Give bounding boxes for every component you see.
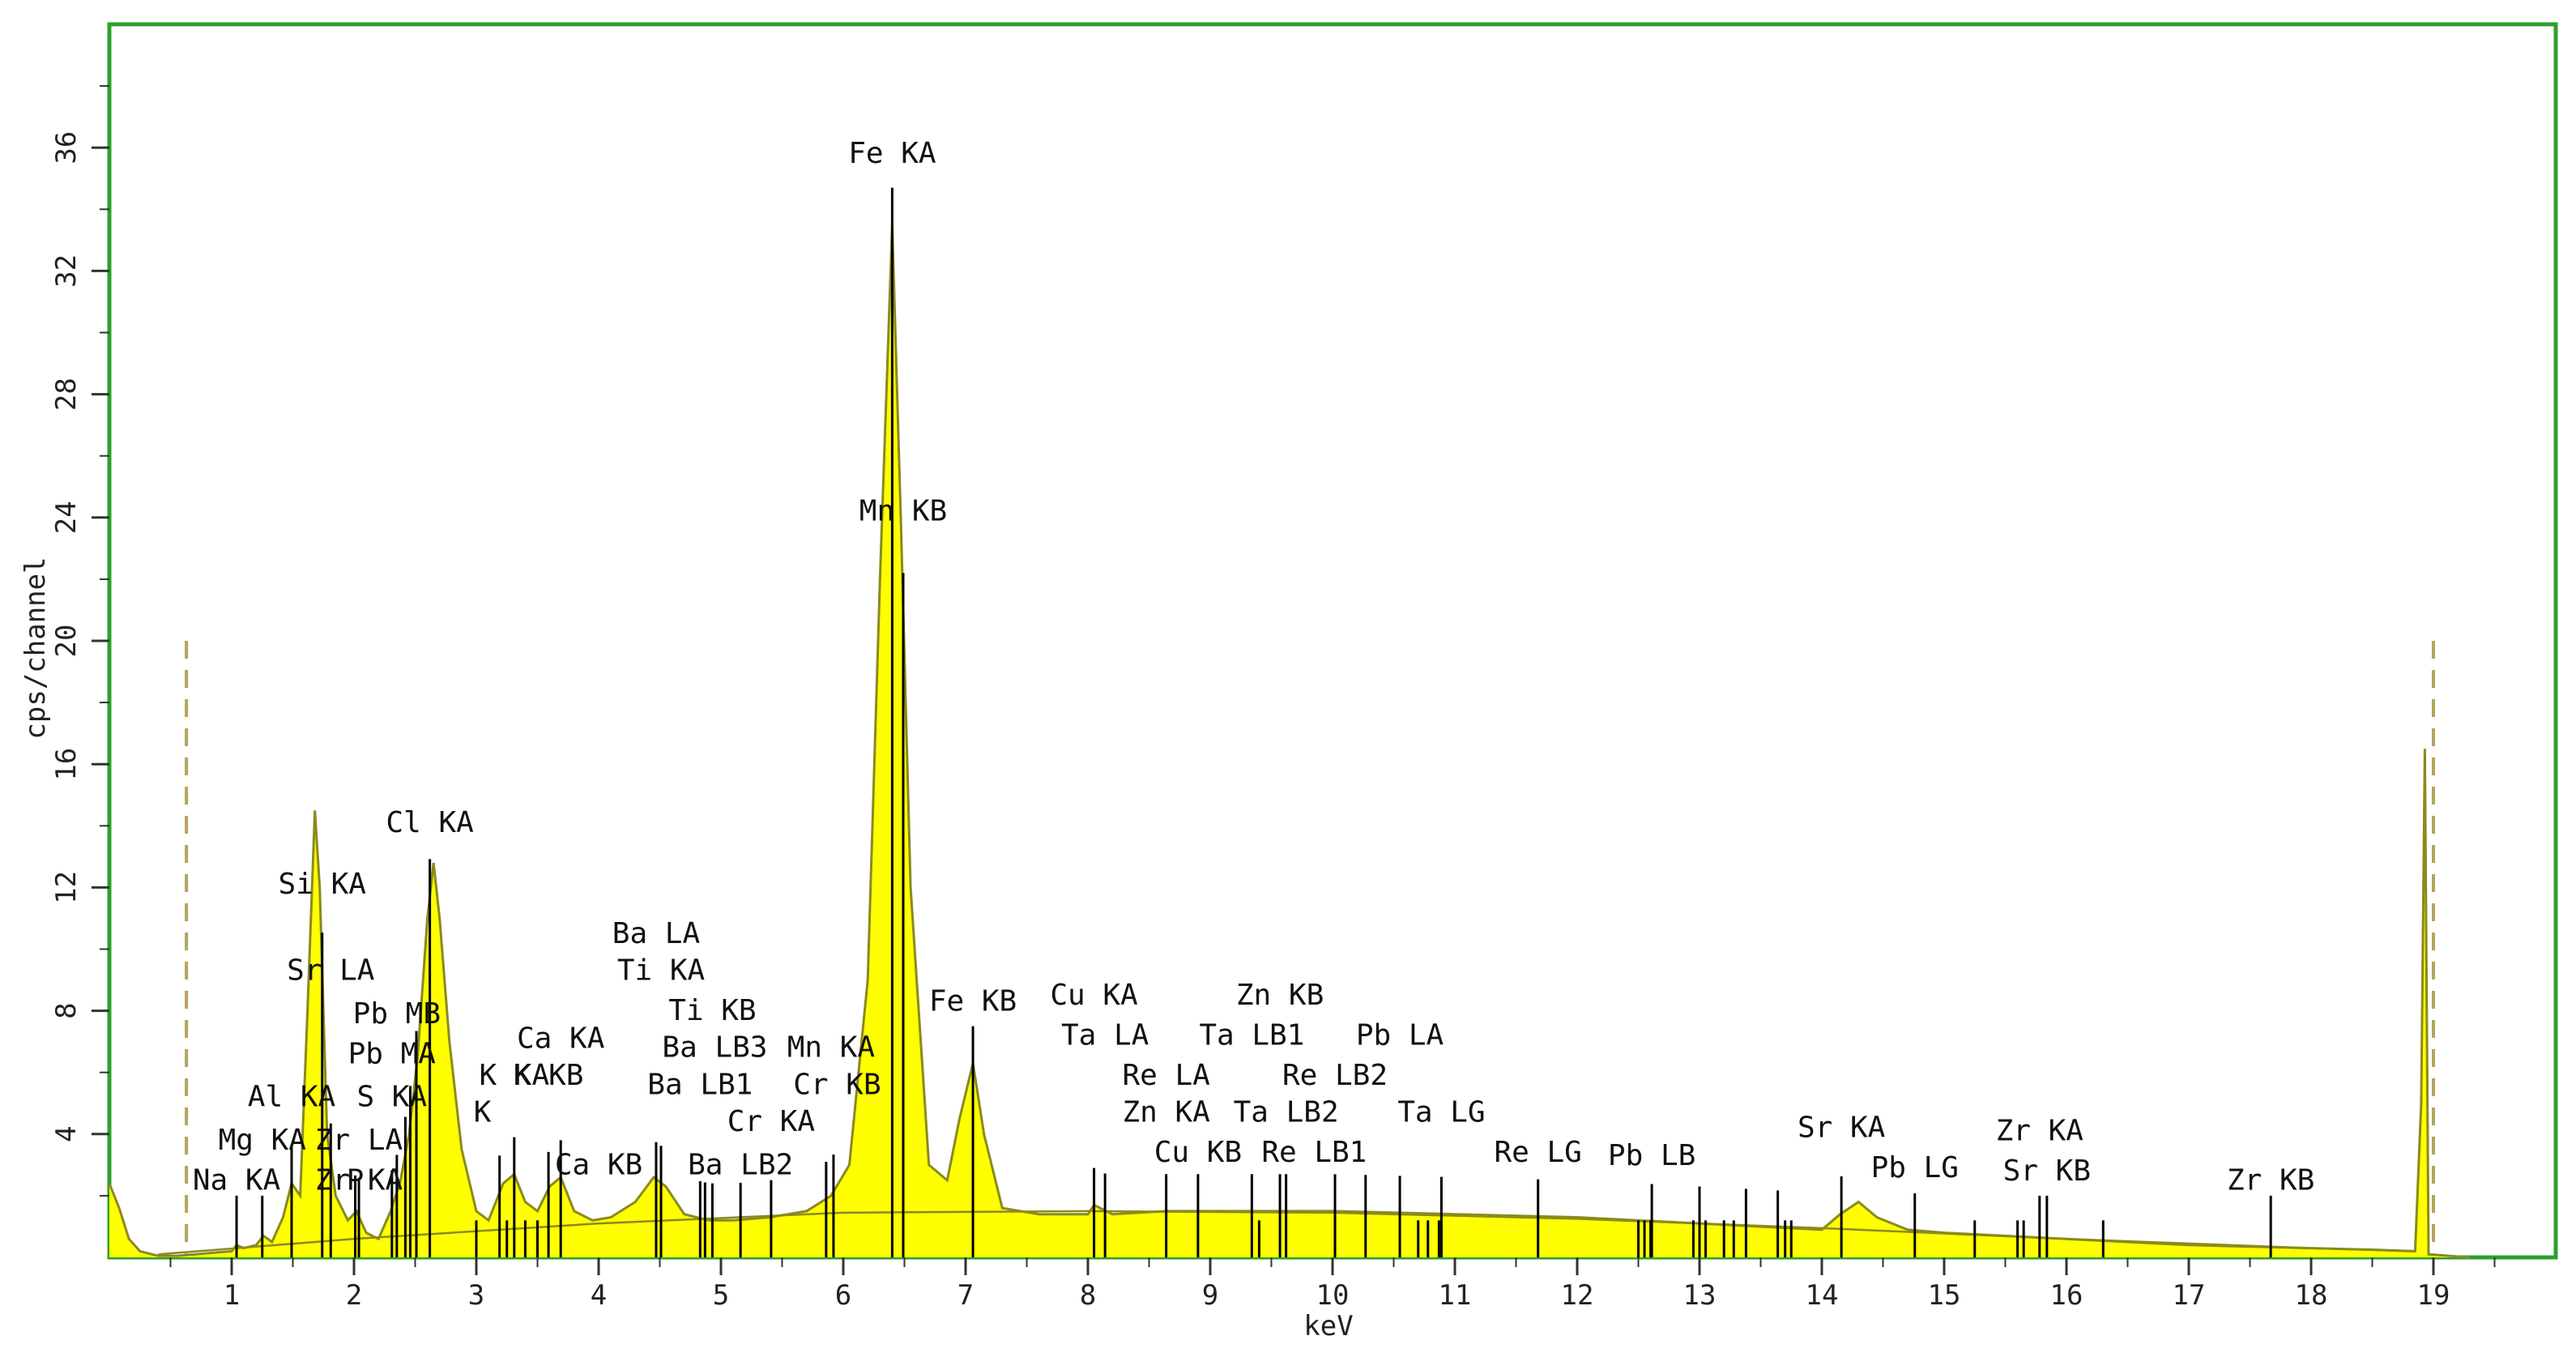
y-tick-label: 28: [50, 378, 83, 411]
peak-label: Ca KA: [517, 1022, 605, 1055]
peak-label: Na KA: [193, 1163, 281, 1197]
peak-label: Cu KA: [1050, 979, 1138, 1012]
peak-label: Zr LA: [315, 1124, 403, 1157]
x-tick-label: 13: [1683, 1279, 1717, 1312]
peak-label: Re LG: [1494, 1136, 1581, 1169]
x-tick-label: 2: [346, 1279, 362, 1312]
peak-label: Ta LG: [1397, 1096, 1485, 1129]
peak-label: Cr KB: [793, 1068, 881, 1101]
peak-label: Ti KB: [668, 994, 756, 1027]
peak-label: Zr KA: [315, 1163, 403, 1197]
peak-label: P: [347, 1163, 365, 1197]
peak-label: Pb MA: [348, 1037, 437, 1070]
peak-label: Ba LB3: [662, 1031, 767, 1065]
x-tick-label: 15: [1928, 1279, 1961, 1312]
peak-label: Ba LB2: [688, 1148, 793, 1181]
peak-labels: Fe KA Mn KB Cl KA Si KA Sr LA Pb MB Pb MA Al KA…: [193, 137, 2315, 1197]
peak-label: Re LB1: [1261, 1136, 1367, 1169]
peak-label: Cr KA: [727, 1105, 816, 1138]
y-tick-label: 4: [50, 1126, 83, 1142]
x-axis-title: keV: [1303, 1310, 1353, 1342]
x-tick-label: 6: [835, 1279, 851, 1312]
background-curve: [158, 1210, 2416, 1256]
peak-label: Cl KA: [386, 806, 474, 839]
peak-label: Sr KA: [1798, 1112, 1886, 1145]
x-tick-label: 8: [1080, 1279, 1096, 1312]
peak-label: Pb LB: [1608, 1139, 1695, 1172]
peak-label: K KA: [479, 1059, 549, 1092]
y-tick-label: 24: [50, 501, 83, 534]
peak-label: Re LA: [1122, 1059, 1210, 1092]
x-tick-label: 9: [1202, 1279, 1218, 1312]
peak-label: Zn KB: [1236, 979, 1324, 1012]
peak-label: Ta LA: [1061, 1018, 1149, 1052]
peak-label: Ta LB2: [1234, 1096, 1339, 1129]
peak-label: Zr KB: [2227, 1163, 2314, 1197]
axis-ticks: 1 2 3 4 5 6 7 8 9 10 11 12 13 14 15 16 17 18 1948121620242…: [50, 85, 2496, 1312]
peak-label: Fe KA: [848, 137, 936, 170]
x-tick-label: 19: [2417, 1279, 2450, 1312]
x-tick-label: 18: [2295, 1279, 2328, 1312]
line-markers: [235, 187, 2272, 1257]
plot-frame: [107, 22, 2558, 1260]
peak-label: Pb LG: [1871, 1151, 1959, 1184]
peak-label: Zn KA: [1122, 1096, 1210, 1129]
y-tick-label: 32: [50, 254, 83, 288]
y-axis-title: cps/channel: [19, 557, 52, 739]
x-tick-label: 4: [591, 1279, 607, 1312]
peak-label: S KA: [356, 1081, 427, 1114]
x-tick-label: 12: [1561, 1279, 1594, 1312]
peak-label: Pb MB: [353, 997, 441, 1031]
y-tick-label: 36: [50, 131, 83, 164]
peak-label: Ba LB1: [647, 1068, 753, 1101]
peak-label: Mn KB: [859, 495, 947, 528]
peak-label: Zr KA: [1996, 1114, 2084, 1147]
x-tick-label: 17: [2173, 1279, 2206, 1312]
peak-label: Ti KA: [617, 954, 706, 988]
y-tick-label: 12: [50, 871, 83, 904]
peak-label: Mg KA: [219, 1124, 307, 1157]
peak-label: Re LB2: [1282, 1059, 1388, 1092]
y-tick-label: 8: [50, 1002, 83, 1018]
peak-label: Ca KB: [555, 1148, 642, 1181]
x-tick-label: 3: [468, 1279, 484, 1312]
peak-label: Al KA: [248, 1081, 336, 1114]
peak-label: Mn KA: [787, 1031, 876, 1065]
x-tick-label: 10: [1316, 1279, 1350, 1312]
peak-label: Fe KB: [929, 985, 1017, 1018]
x-tick-label: 5: [713, 1279, 729, 1312]
y-tick-label: 16: [50, 748, 83, 781]
peak-label: Si KA: [279, 868, 367, 901]
x-tick-label: 14: [1806, 1279, 1839, 1312]
x-tick-label: 16: [2050, 1279, 2083, 1312]
peak-label: Ba LA: [612, 917, 701, 950]
peak-label: Ta LB1: [1199, 1018, 1304, 1052]
peak-label: Cu KB: [1154, 1136, 1242, 1169]
x-tick-label: 7: [957, 1279, 974, 1312]
peak-label: Sr KB: [2003, 1154, 2091, 1188]
peak-label: Pb LA: [1356, 1018, 1444, 1052]
y-tick-label: 20: [50, 625, 83, 658]
spectrum-outline: [108, 224, 2471, 1259]
peak-label: Sr LA: [287, 954, 375, 988]
spectrum-area: [108, 224, 2471, 1259]
x-tick-label: 1: [224, 1279, 240, 1312]
peak-label: K: [474, 1096, 492, 1129]
x-tick-label: 11: [1439, 1279, 1472, 1312]
roi-markers: [185, 641, 2435, 1257]
peak-label: K KB: [514, 1059, 584, 1092]
